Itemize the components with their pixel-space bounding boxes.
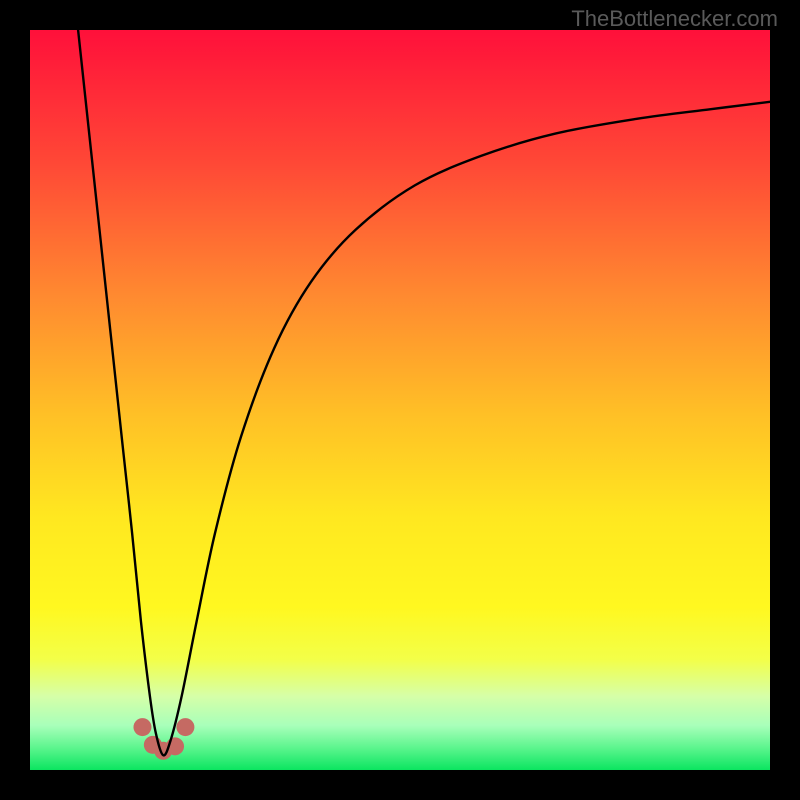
watermark-text: TheBottlenecker.com (571, 6, 778, 32)
marker-blob (133, 718, 151, 736)
marker-blobs (133, 718, 194, 760)
chart-frame: TheBottlenecker.com (0, 0, 800, 800)
marker-blob (176, 718, 194, 736)
plot-area (30, 30, 770, 770)
curve-layer (30, 30, 770, 770)
bottleneck-curve (78, 30, 770, 755)
